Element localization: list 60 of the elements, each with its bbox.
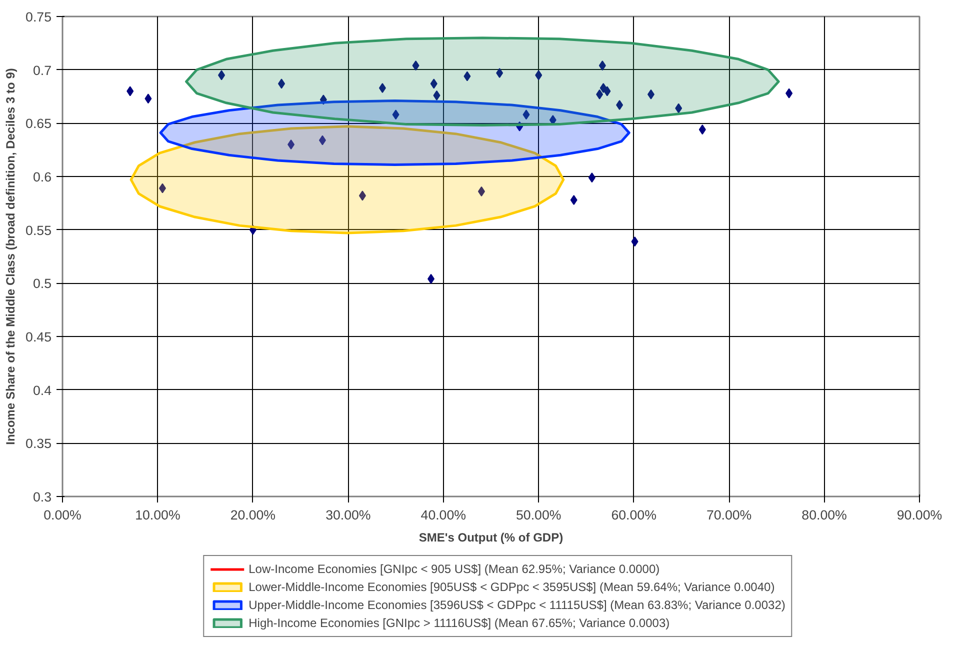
y-axis-title: Income Share of the Middle Class (broad definition, Deciles 3 to 9) xyxy=(4,68,18,445)
y-tick-label: 0.4 xyxy=(32,382,52,398)
point xyxy=(522,110,530,120)
point xyxy=(218,70,226,80)
y-tick-label: 0.7 xyxy=(32,62,52,78)
y-tick-label: 0.6 xyxy=(32,170,52,184)
point xyxy=(596,89,604,100)
y-tick-label: 0.3 xyxy=(32,490,52,504)
legend-label: Upper-Middle-Income Economies [3596US$ < GDPpc < 11115US$] (Mean 63.83%; Variance 0.0032) xyxy=(248,598,786,612)
point xyxy=(464,71,471,82)
point xyxy=(320,94,327,105)
x-tick-label: 40.00% xyxy=(420,508,466,522)
point xyxy=(675,103,682,114)
legend-label: Lower-Middle-Income Economies [905US$ < GDPpc < 3595US$] (Mean 59.64%; Variance 0.0040) xyxy=(248,580,775,594)
y-tick-label: 0.5 xyxy=(32,276,52,292)
point xyxy=(278,78,286,89)
point xyxy=(428,274,435,284)
x-tick-label: 80.00% xyxy=(802,508,848,522)
point xyxy=(598,60,606,71)
x-tick-label: 60.00% xyxy=(611,508,657,522)
point xyxy=(126,86,134,96)
legend-label: High-Income Economies [GNIpc > 11116US$] (Mean 67.65%; Variance 0.0003) xyxy=(248,616,670,630)
legend-label: Low-Income Economies [GNIpc < 905 US$] (Mean 62.95%; Variance 0.0000) xyxy=(248,562,660,576)
point xyxy=(549,114,556,125)
point xyxy=(631,236,638,247)
point xyxy=(604,86,611,96)
x-axis-title: SME's Output (% of GDP) xyxy=(418,530,564,544)
point xyxy=(786,88,793,98)
point xyxy=(288,140,295,150)
x-tick-label: 0.00% xyxy=(44,508,82,522)
x-tick-label: 20.00% xyxy=(230,508,276,522)
y-tick-label: 0.75 xyxy=(26,10,52,24)
point xyxy=(378,82,386,93)
point xyxy=(647,89,654,100)
point xyxy=(318,135,326,146)
point xyxy=(588,172,596,183)
point xyxy=(144,94,152,104)
x-tick-label: 90.00% xyxy=(896,508,942,522)
point xyxy=(496,68,504,78)
x-tick-label: 30.00% xyxy=(326,508,371,522)
point xyxy=(430,78,438,89)
point xyxy=(392,110,400,120)
point xyxy=(616,100,624,110)
point xyxy=(249,224,256,235)
point xyxy=(158,183,166,194)
point xyxy=(478,186,485,196)
x-tick-label: 50.00% xyxy=(516,508,562,522)
y-tick-label: 0.55 xyxy=(26,222,52,238)
point xyxy=(570,194,578,205)
point xyxy=(535,70,542,80)
point xyxy=(516,121,524,132)
y-tick-label: 0.65 xyxy=(26,116,52,132)
y-tick-label: 0.35 xyxy=(26,436,52,452)
x-tick-label: 10.00% xyxy=(135,508,180,522)
point xyxy=(433,90,440,100)
point xyxy=(412,60,420,71)
x-tick-label: 70.00% xyxy=(706,508,752,522)
point xyxy=(698,124,706,135)
point xyxy=(358,190,366,201)
y-tick-label: 0.45 xyxy=(26,330,52,344)
